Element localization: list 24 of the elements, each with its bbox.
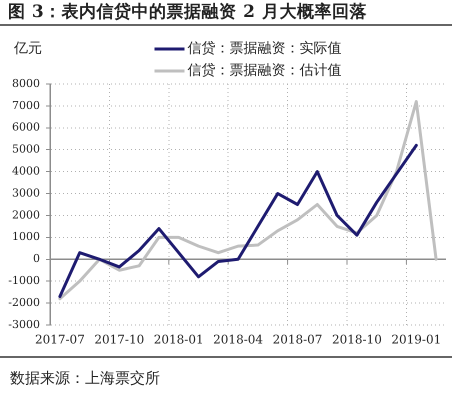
y-tick-label: -3000 — [8, 318, 40, 331]
y-tick-label: 2000 — [12, 208, 40, 222]
x-tick-label: 2018-01 — [154, 332, 204, 346]
y-tick-label: -2000 — [8, 296, 40, 309]
x-tick-label: 2019-01 — [391, 332, 442, 346]
legend-label: 信贷：票据融资：估计值 — [188, 62, 342, 79]
chart-title: 图 3：表内信贷中的票据融资 2 月大概率回落 — [0, 0, 452, 26]
y-tick-label: 7000 — [12, 98, 40, 112]
legend-label: 信贷：票据融资：实际值 — [188, 40, 342, 57]
y-tick-label: 6000 — [12, 120, 40, 134]
y-tick-label: -1000 — [8, 274, 40, 288]
x-tick-label: 2018-04 — [213, 332, 264, 346]
x-tick-label: 2018-10 — [332, 332, 382, 346]
y-tick-label: 5000 — [12, 142, 40, 156]
x-tick-label: 2017-07 — [34, 332, 85, 346]
x-tick-label: 2017-10 — [94, 332, 144, 346]
y-tick-label: 4000 — [12, 164, 40, 178]
y-tick-label: 3000 — [12, 186, 40, 200]
y-axis-title: 亿元 — [13, 40, 42, 57]
y-tick-label: 1000 — [12, 230, 40, 244]
y-tick-label: 0 — [33, 252, 40, 266]
source-note: 数据来源：上海票交所 — [10, 368, 161, 388]
x-tick-label: 2018-07 — [272, 332, 322, 346]
y-tick-label: 8000 — [12, 76, 40, 90]
